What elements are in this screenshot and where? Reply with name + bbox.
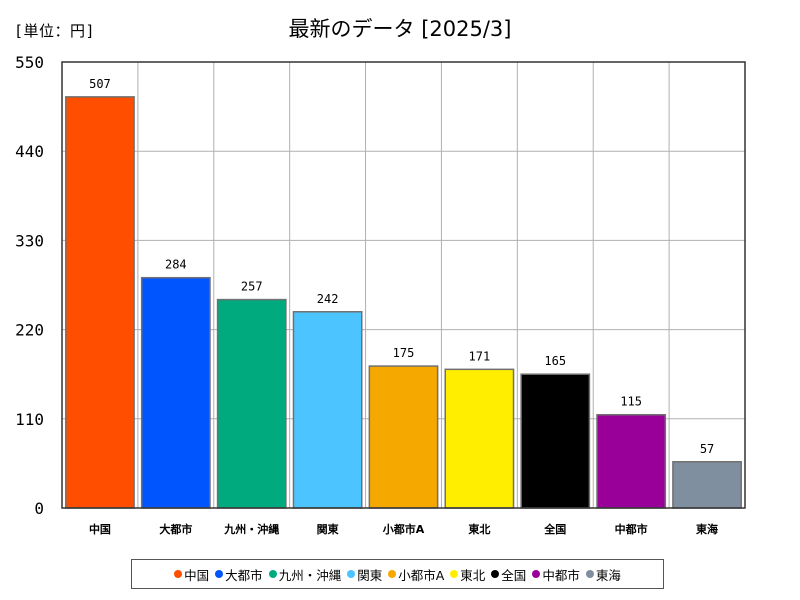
legend-marker-icon [174, 570, 183, 578]
legend-item: 関東 [347, 565, 382, 584]
x-tick-label: 中都市 [615, 522, 648, 536]
data-label: 165 [544, 354, 566, 368]
bar [596, 413, 667, 509]
y-tick-label: 220 [15, 321, 44, 340]
bar [292, 311, 363, 509]
legend-label: 中国 [184, 567, 210, 583]
legend-item: 小都市A [388, 565, 444, 584]
bar [444, 368, 515, 509]
legend-marker-icon [491, 570, 500, 578]
x-tick-label: 小都市A [382, 522, 425, 536]
data-label: 115 [620, 395, 642, 409]
legend-label: 小都市A [398, 567, 445, 583]
legend-marker-icon [388, 570, 397, 578]
x-tick-label: 東海 [696, 522, 718, 536]
legend-marker-icon [268, 570, 277, 578]
legend-item: 東海 [585, 565, 621, 584]
x-tick-label: 大都市 [159, 522, 192, 536]
unit-label: [単位：円] [14, 22, 96, 40]
y-tick-label: 0 [34, 499, 44, 518]
x-tick-label: 九州・沖縄 [223, 522, 279, 536]
legend-marker-icon [532, 570, 541, 578]
legend-label: 中都市 [542, 567, 580, 583]
legend-label: 大都市 [225, 567, 263, 583]
y-tick-label: 440 [15, 142, 44, 161]
y-tick-label: 330 [15, 231, 44, 250]
chart-title: 最新のデータ [2025/3] [288, 17, 512, 41]
legend-item: 東北 [450, 565, 485, 584]
y-tick-label: 110 [15, 410, 44, 429]
data-label: 242 [317, 292, 339, 306]
bar [368, 365, 439, 509]
chart-legend: 中国 大都市 九州・沖縄 関東 小都市A 東北 全国 中都市 東海 [131, 559, 664, 589]
legend-item: 大都市 [215, 565, 263, 584]
legend-label: 東北 [460, 567, 486, 583]
legend-marker-icon [450, 570, 459, 578]
bar [65, 96, 135, 509]
bar [672, 461, 742, 509]
legend-marker-icon [215, 570, 224, 578]
x-tick-label: 全国 [543, 522, 566, 536]
bar [520, 373, 591, 509]
legend-item: 全国 [491, 565, 526, 584]
legend-marker-icon [347, 570, 356, 578]
data-label: 284 [165, 258, 187, 272]
y-tick-label: 550 [15, 53, 44, 72]
data-label: 507 [89, 77, 111, 91]
x-tick-label: 東北 [468, 522, 490, 536]
data-label: 175 [393, 346, 415, 360]
plot-border [61, 61, 746, 509]
data-label: 57 [700, 442, 714, 456]
x-tick-label: 関東 [317, 522, 340, 536]
legend-label: 九州・沖縄 [278, 567, 342, 583]
data-label: 257 [241, 280, 263, 294]
legend-label: 関東 [357, 567, 383, 583]
legend-item: 中国 [174, 565, 209, 584]
legend-item: 九州・沖縄 [268, 565, 342, 584]
x-tick-label: 中国 [89, 522, 111, 536]
bar [140, 276, 211, 509]
legend-label: 全国 [501, 567, 527, 583]
legend-item: 中都市 [532, 565, 580, 584]
legend-label: 東海 [595, 567, 621, 583]
legend-marker-icon [585, 570, 594, 578]
data-label: 171 [469, 349, 491, 363]
bar [216, 298, 287, 509]
bar-chart: 0 110 220 330 440 550 507 中国 284 大都市 257 九州・沖縄 242 関東… [15, 53, 746, 536]
